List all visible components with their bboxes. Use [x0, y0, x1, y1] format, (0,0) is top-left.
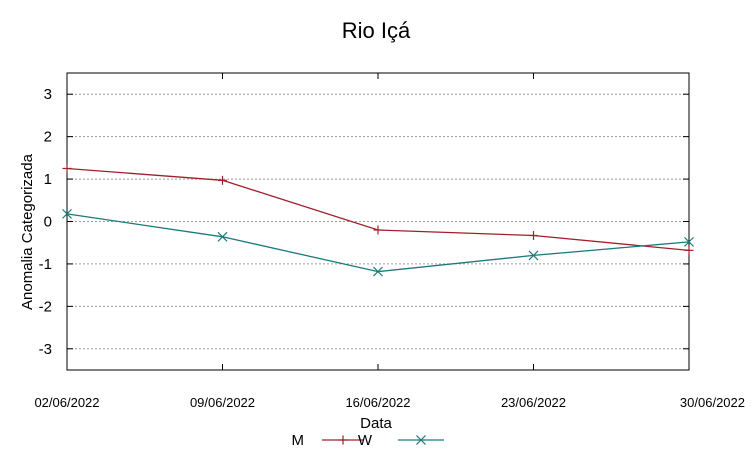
x-tick-label: 16/06/2022: [345, 395, 410, 410]
series-layer: [62, 163, 694, 277]
series-line-M: [66, 167, 690, 252]
x-tick-label: 30/06/2022: [680, 395, 745, 410]
legend-label-W: W: [358, 432, 373, 449]
data-point-W: [217, 231, 228, 242]
grid: [67, 93, 689, 350]
chart-title: Rio Içá: [342, 18, 411, 43]
data-point-W: [528, 250, 539, 261]
y-tick-label: -3: [39, 341, 52, 358]
legend-label-M: M: [292, 432, 305, 449]
legend-marker-M: [338, 435, 348, 445]
x-tick-label: 23/06/2022: [501, 395, 566, 410]
y-tick-label: -2: [39, 298, 52, 315]
data-point-W: [684, 236, 694, 247]
y-tick-label: 2: [44, 129, 52, 146]
data-point-W: [62, 208, 72, 219]
y-tick-label: 3: [44, 86, 52, 103]
y-axis: 3 2 1 0 -1 -2 -3: [39, 86, 689, 358]
x-axis: 02/06/2022 09/06/2022 16/06/2022 23/06/2022…: [34, 73, 745, 410]
data-point-M: [529, 231, 538, 241]
data-point-M: [373, 225, 383, 235]
y-tick-label: -1: [39, 256, 52, 273]
legend-marker-W: [416, 435, 426, 445]
data-point-W: [373, 266, 383, 277]
x-axis-label: Data: [360, 415, 392, 432]
data-point-M: [218, 175, 227, 185]
y-tick-label: 1: [44, 171, 52, 188]
series-line-W: [66, 213, 690, 273]
y-axis-label: Anomalia Categorizada: [19, 153, 36, 310]
y-tick-label: 0: [44, 214, 52, 231]
x-tick-label: 02/06/2022: [34, 395, 99, 410]
data-point-M: [62, 163, 72, 173]
x-tick-label: 09/06/2022: [190, 395, 255, 410]
data-point-M: [684, 245, 694, 255]
